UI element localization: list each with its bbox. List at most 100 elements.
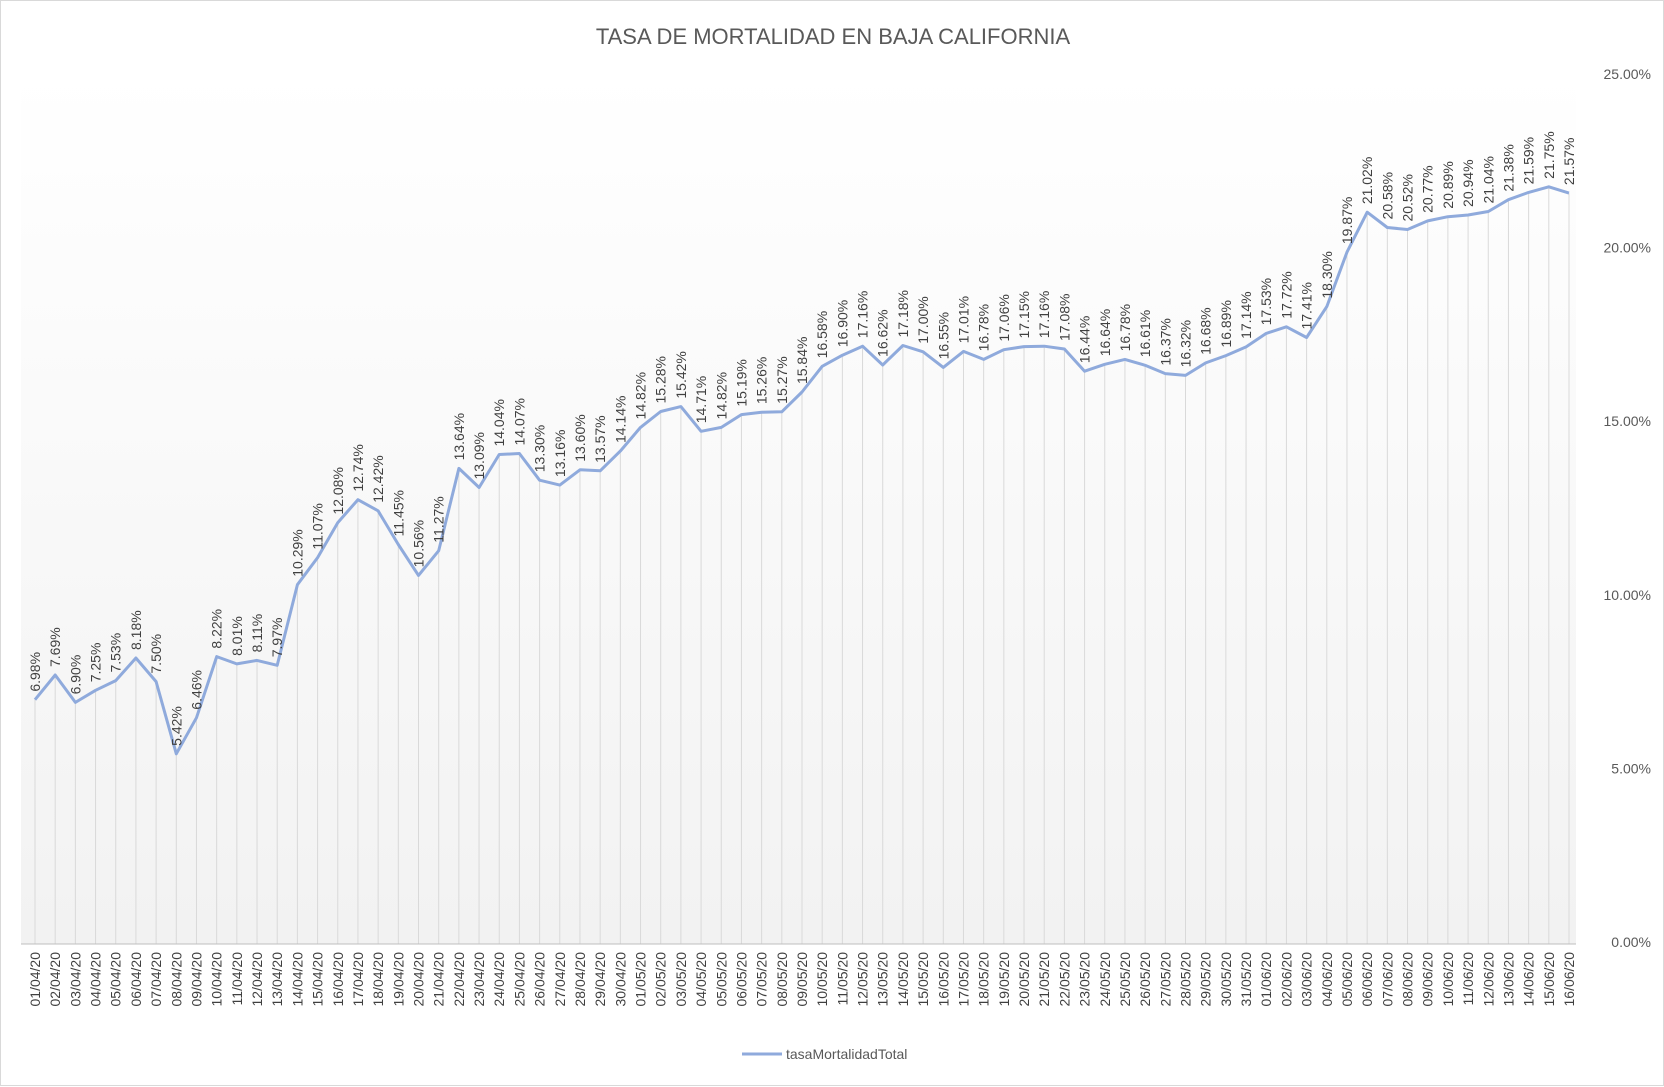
data-label: 15.42% [673,351,689,398]
data-label: 20.77% [1420,165,1436,212]
x-tick-label: 06/06/20 [1359,952,1375,1007]
y-tick-label: 15.00% [1604,413,1651,429]
data-label: 17.01% [955,296,971,343]
gridlines [34,186,1570,944]
x-tick-label: 16/04/20 [330,952,346,1007]
x-axis-labels: 01/04/20 02/04/20 03/04/20 04/04/20 05/04/20… [27,952,1577,1007]
data-label: 21.02% [1359,157,1375,204]
x-tick-label: 26/04/20 [532,952,548,1007]
data-label: 8.01% [229,616,245,656]
x-tick-label: 10/04/20 [209,952,225,1007]
data-label: 21.75% [1541,131,1557,178]
x-tick-label: 30/04/20 [612,952,628,1007]
x-tick-label: 07/04/20 [148,952,164,1007]
data-label: 16.61% [1137,310,1153,357]
data-label: 21.04% [1480,156,1496,203]
data-label: 14.71% [693,376,709,423]
legend-label: tasaMortalidadTotal [786,1046,907,1062]
x-tick-label: 09/06/20 [1420,952,1436,1007]
x-tick-label: 08/05/20 [774,952,790,1007]
x-tick-label: 09/05/20 [794,952,810,1007]
y-tick-label: 20.00% [1604,240,1651,256]
data-label: 17.41% [1299,282,1315,329]
x-tick-label: 13/06/20 [1500,952,1516,1007]
x-tick-label: 17/05/20 [955,952,971,1007]
chart-title: TASA DE MORTALIDAD EN BAJA CALIFORNIA [596,24,1071,49]
data-label: 13.57% [592,415,608,462]
x-tick-label: 16/05/20 [935,952,951,1007]
x-tick-label: 06/05/20 [733,952,749,1007]
x-tick-label: 16/06/20 [1561,952,1577,1007]
x-tick-label: 07/05/20 [754,952,770,1007]
data-label: 17.00% [915,296,931,343]
y-tick-label: 0.00% [1611,934,1651,950]
data-label: 15.19% [733,359,749,406]
data-label: 6.46% [188,670,204,710]
data-label: 13.64% [451,413,467,460]
x-tick-label: 12/06/20 [1480,952,1496,1007]
data-label: 21.59% [1521,137,1537,184]
x-tick-label: 24/05/20 [1097,952,1113,1007]
x-tick-label: 03/04/20 [67,952,83,1007]
data-label: 13.60% [572,414,588,461]
x-tick-label: 06/04/20 [128,952,144,1007]
data-label: 21.57% [1561,138,1577,185]
data-label: 15.27% [774,356,790,403]
data-label: 16.89% [1218,300,1234,347]
x-tick-label: 07/06/20 [1379,952,1395,1007]
data-label: 17.18% [895,290,911,337]
data-label: 11.27% [431,496,447,542]
x-tick-label: 22/04/20 [451,952,467,1007]
x-tick-label: 11/06/20 [1460,952,1476,1006]
data-label: 11.07% [310,503,326,549]
data-label: 15.28% [653,356,669,403]
x-tick-label: 12/04/20 [249,952,265,1007]
data-label: 5.42% [168,706,184,746]
x-tick-label: 01/06/20 [1258,952,1274,1007]
data-label: 16.90% [834,300,850,347]
x-tick-label: 13/05/20 [875,952,891,1007]
data-label: 19.87% [1339,197,1355,244]
plot-area [21,71,1576,944]
x-tick-label: 18/05/20 [976,952,992,1007]
data-labels: 6.98%7.69%6.90% 7.25% 7.53%8.18%7.50% 5.42%… [27,131,1577,745]
x-tick-label: 12/05/20 [855,952,871,1007]
data-label: 16.68% [1198,307,1214,354]
x-tick-label: 10/06/20 [1440,952,1456,1007]
x-tick-label: 19/04/20 [390,952,406,1007]
x-tick-label: 13/04/20 [269,952,285,1007]
data-label: 8.11% [249,614,265,653]
x-tick-label: 29/04/20 [592,952,608,1007]
x-tick-label: 27/05/20 [1157,952,1173,1007]
data-label: 12.42% [370,455,386,502]
data-label: 17.08% [1056,293,1072,340]
data-label: 18.30% [1319,251,1335,298]
x-tick-label: 19/05/20 [996,952,1012,1007]
data-label: 12.74% [350,444,366,491]
data-label: 20.94% [1460,159,1476,206]
data-label: 16.44% [1077,316,1093,363]
data-label: 17.06% [996,294,1012,341]
data-label: 16.78% [1117,304,1133,351]
x-tick-label: 25/05/20 [1117,952,1133,1007]
x-tick-label: 31/05/20 [1238,952,1254,1007]
x-tick-label: 18/04/20 [370,952,386,1007]
data-label: 17.15% [1016,291,1032,338]
data-label: 16.55% [935,312,951,359]
data-label: 17.72% [1278,271,1294,318]
x-tick-label: 11/04/20 [229,952,245,1006]
x-tick-label: 01/05/20 [633,952,649,1007]
x-tick-label: 03/06/20 [1299,952,1315,1007]
x-tick-label: 11/05/20 [834,952,850,1006]
x-tick-label: 30/05/20 [1218,952,1234,1007]
data-label: 17.53% [1258,278,1274,325]
data-label: 17.14% [1238,291,1254,338]
data-label: 16.78% [976,304,992,351]
data-label: 8.22% [209,609,225,649]
series-line-tasa-mortalidad-total [33,185,1570,756]
data-label: 16.62% [875,309,891,356]
y-tick-label: 5.00% [1611,760,1651,776]
x-tick-label: 04/05/20 [693,952,709,1007]
x-tick-label: 05/04/20 [108,952,124,1007]
